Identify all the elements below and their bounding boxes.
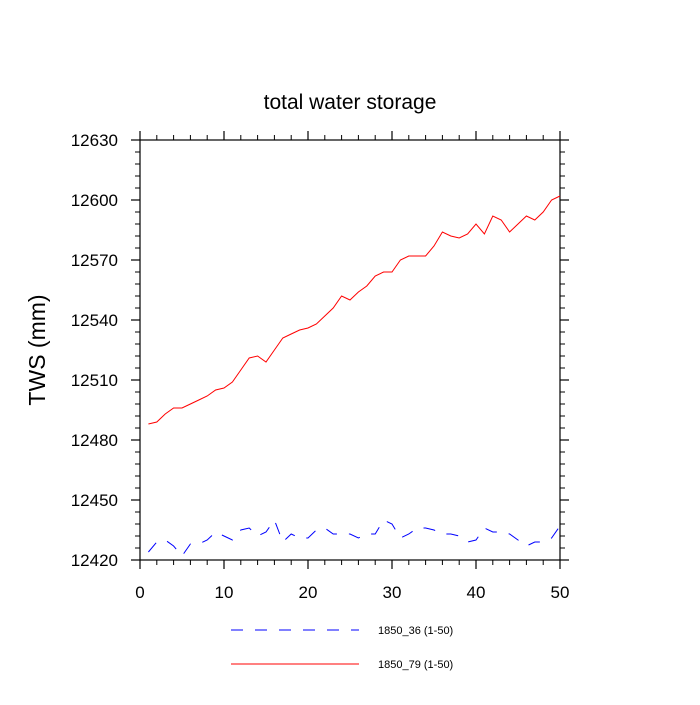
legend-label-1850-36: 1850_36 (1-50) [378,625,453,637]
chart-title: total water storage [264,91,437,114]
y-tick-label: 12630 [71,131,118,150]
plot-frame [139,139,561,561]
x-tick-label: 20 [299,583,318,602]
x-tick-label: 0 [135,583,144,602]
y-tick-label: 12480 [71,431,118,450]
y-tick-label: 12600 [71,191,118,210]
y-axis-title: TWS (mm) [24,294,50,405]
legend: 1850_36 (1-50) 1850_79 (1-50) [231,625,453,671]
legend-label-1850-79: 1850_79 (1-50) [378,659,453,671]
x-tick-label: 40 [467,583,486,602]
y-tick-label: 12420 [71,551,118,570]
y-tick-label: 12450 [71,491,118,510]
tick-labels: 0 10 20 30 40 50 12420 12450 12480 12510 12540 1257… [71,131,570,602]
x-tick-label: 30 [383,583,402,602]
axis-ticks [131,131,569,569]
x-tick-label: 50 [551,583,570,602]
y-tick-label: 12510 [71,371,118,390]
series-line-1850-36 [148,518,561,557]
series-layer [148,195,561,557]
y-tick-label: 12540 [71,311,118,330]
y-tick-label: 12570 [71,251,118,270]
series-line-1850-79 [148,195,561,425]
x-tick-label: 10 [215,583,234,602]
